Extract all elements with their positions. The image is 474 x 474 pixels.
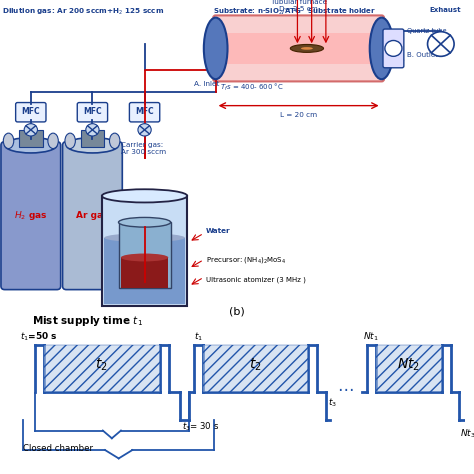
Text: MFC: MFC: [135, 107, 154, 116]
Ellipse shape: [290, 45, 323, 53]
Ellipse shape: [121, 254, 168, 262]
Text: Exhaust: Exhaust: [429, 7, 461, 13]
Ellipse shape: [48, 133, 58, 148]
Text: $t_2$: $t_2$: [95, 356, 108, 373]
Ellipse shape: [370, 18, 393, 79]
Circle shape: [385, 40, 402, 56]
Text: $Nt_1$: $Nt_1$: [364, 331, 379, 343]
FancyBboxPatch shape: [129, 102, 160, 122]
Ellipse shape: [3, 133, 14, 148]
FancyBboxPatch shape: [1, 142, 61, 290]
Text: Tubular furnace
D= 2.5 cm: Tubular furnace D= 2.5 cm: [271, 0, 327, 12]
Text: $t_3$: $t_3$: [328, 397, 337, 409]
FancyBboxPatch shape: [77, 102, 108, 122]
FancyBboxPatch shape: [81, 130, 104, 147]
Bar: [44, 345, 160, 392]
Ellipse shape: [66, 137, 118, 153]
Ellipse shape: [204, 18, 228, 79]
Text: Water: Water: [206, 228, 231, 234]
Text: $\cdots$: $\cdots$: [337, 379, 354, 397]
Text: $Nt_3$: $Nt_3$: [460, 428, 474, 440]
Circle shape: [24, 124, 37, 136]
Text: MFC: MFC: [21, 107, 40, 116]
Circle shape: [138, 124, 151, 136]
Text: $t_1$: $t_1$: [194, 331, 203, 343]
Text: $T_f s$ = 400- 600 °C: $T_f s$ = 400- 600 °C: [220, 82, 284, 93]
Ellipse shape: [65, 133, 75, 148]
FancyBboxPatch shape: [213, 16, 384, 82]
FancyBboxPatch shape: [216, 33, 382, 64]
FancyBboxPatch shape: [16, 102, 46, 122]
Bar: [376, 345, 442, 392]
Text: Precursor: (NH$_4$)$_2$MoS$_4$: Precursor: (NH$_4$)$_2$MoS$_4$: [206, 255, 286, 264]
Text: L = 20 cm: L = 20 cm: [280, 112, 317, 118]
FancyBboxPatch shape: [19, 130, 43, 147]
Text: $Nt_2$: $Nt_2$: [397, 356, 420, 373]
FancyBboxPatch shape: [104, 237, 185, 304]
FancyBboxPatch shape: [121, 257, 168, 288]
Ellipse shape: [5, 137, 57, 153]
Ellipse shape: [301, 47, 313, 50]
Ellipse shape: [102, 189, 187, 202]
Text: B. Outlet: B. Outlet: [407, 52, 438, 58]
Bar: [203, 345, 308, 392]
Ellipse shape: [109, 133, 120, 148]
Text: $H_2$ gas: $H_2$ gas: [14, 209, 47, 222]
Text: Mist supply time $t_1$: Mist supply time $t_1$: [32, 314, 143, 328]
Ellipse shape: [118, 218, 171, 227]
Text: $t_2$: $t_2$: [249, 356, 262, 373]
Bar: [203, 345, 308, 392]
FancyBboxPatch shape: [63, 142, 122, 290]
Circle shape: [86, 124, 99, 136]
Circle shape: [428, 32, 454, 56]
Text: MFC: MFC: [83, 107, 102, 116]
Text: A. Inlet: A. Inlet: [194, 81, 220, 87]
Bar: [376, 345, 442, 392]
FancyBboxPatch shape: [383, 29, 404, 68]
Text: $t_3$= 30 s: $t_3$= 30 s: [182, 420, 219, 433]
Text: Quartz tube: Quartz tube: [407, 28, 447, 34]
Text: Dilution gas: Ar 200 sccm+H$_2$ 125 sccm: Dilution gas: Ar 200 sccm+H$_2$ 125 sccm: [2, 7, 164, 17]
Text: $t_1$=50 s: $t_1$=50 s: [20, 331, 58, 343]
Text: Ultrasonic atomizer (3 MHz ): Ultrasonic atomizer (3 MHz ): [206, 276, 306, 283]
Text: Closed chamber: Closed chamber: [23, 444, 93, 453]
Bar: [44, 345, 160, 392]
Text: Ar gas: Ar gas: [76, 211, 109, 220]
Ellipse shape: [104, 233, 185, 242]
Text: Substrate: n-SiO$_2$/ATG   Substrate holder: Substrate: n-SiO$_2$/ATG Substrate holde…: [213, 7, 376, 17]
Text: Carrier gas:
Ar 300 sccm: Carrier gas: Ar 300 sccm: [121, 142, 166, 155]
FancyBboxPatch shape: [118, 222, 171, 288]
FancyBboxPatch shape: [102, 196, 187, 306]
Text: (b): (b): [229, 306, 245, 316]
